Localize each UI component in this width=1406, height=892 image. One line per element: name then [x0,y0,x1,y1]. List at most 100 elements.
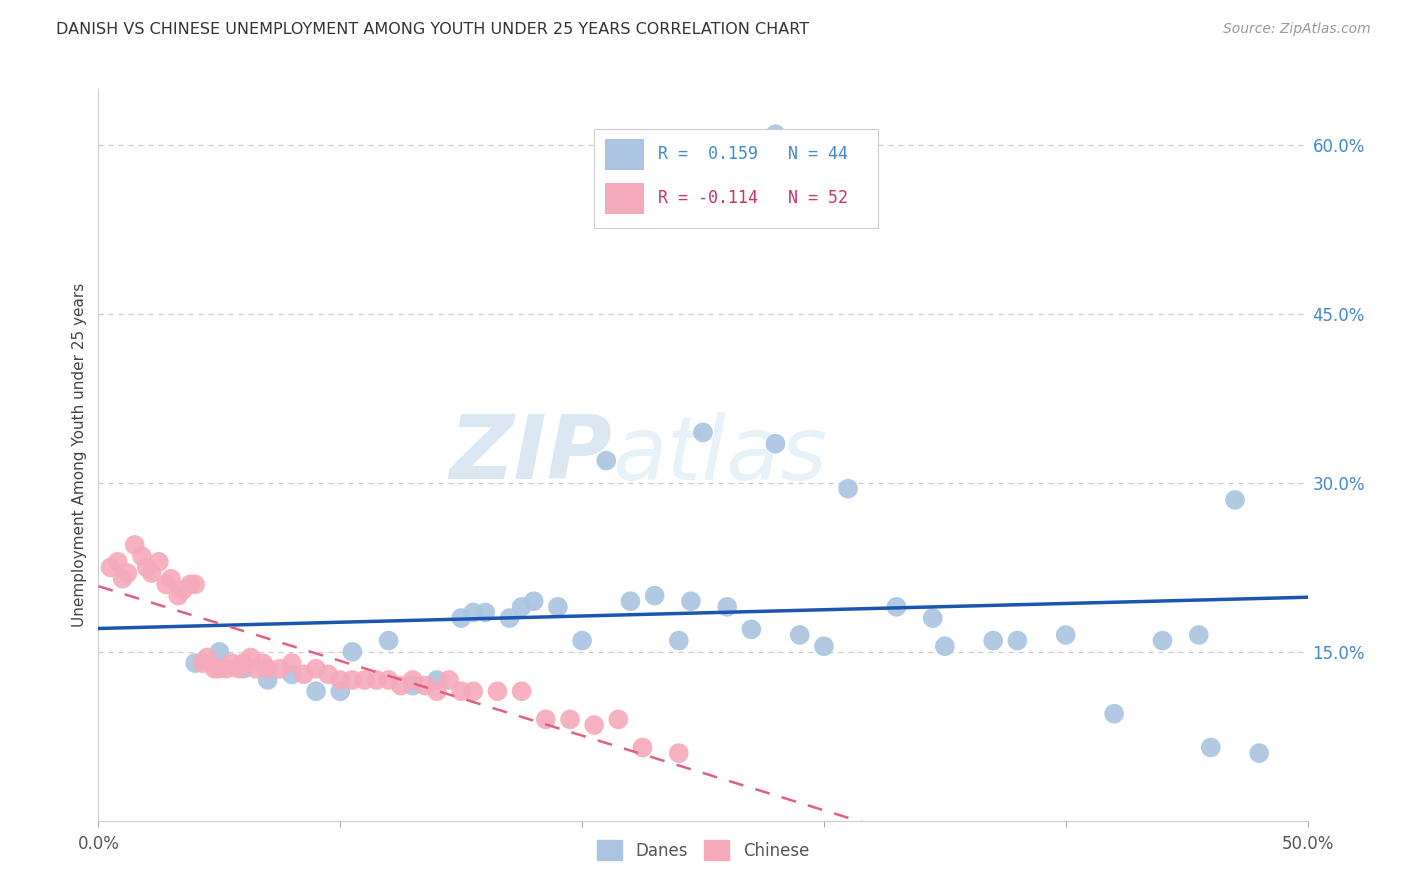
Point [111,572,134,586]
Point [740,623,762,637]
Point [353,673,375,687]
Point [100,560,122,574]
Point [413,679,436,693]
Point [571,633,593,648]
Point [595,453,617,467]
Point [510,684,533,698]
Point [534,712,557,726]
Text: atlas: atlas [613,412,827,498]
Point [631,740,654,755]
Point [377,673,399,687]
Point [281,667,304,681]
Point [1199,740,1222,755]
Point [644,589,666,603]
FancyBboxPatch shape [595,129,879,228]
Point [191,656,214,670]
Point [107,555,129,569]
Point [463,606,485,620]
Text: R =  0.159   N = 44: R = 0.159 N = 44 [658,145,848,162]
Point [498,611,520,625]
Point [305,684,328,698]
Point [256,673,278,687]
FancyBboxPatch shape [605,183,644,213]
Point [342,645,364,659]
Point [558,712,581,726]
Point [402,673,425,687]
Point [195,650,218,665]
FancyBboxPatch shape [605,139,644,169]
Text: ZIP: ZIP [450,411,613,499]
Point [184,656,207,670]
Point [1223,492,1246,507]
Point [1188,628,1211,642]
Point [204,662,226,676]
Point [789,628,811,642]
Point [305,662,328,676]
Point [167,589,190,603]
Point [437,673,460,687]
Y-axis label: Unemployment Among Youth under 25 years: Unemployment Among Youth under 25 years [72,283,87,627]
Point [292,667,315,681]
Point [426,673,449,687]
Point [474,606,496,620]
Point [389,679,412,693]
Point [921,611,943,625]
Point [426,684,449,698]
Point [124,538,146,552]
Point [510,599,533,614]
Point [329,673,352,687]
Point [160,572,183,586]
Point [141,566,163,580]
Point [256,662,278,676]
Point [155,577,177,591]
Point [1152,633,1174,648]
Point [221,656,243,670]
Point [269,662,291,676]
Point [981,633,1004,648]
Point [463,684,485,698]
Point [450,684,472,698]
Point [679,594,702,608]
Point [215,662,238,676]
Point [934,639,956,653]
Point [583,718,606,732]
Point [342,673,364,687]
Point [172,582,194,597]
Point [148,555,170,569]
Point [402,679,425,693]
Point [179,577,201,591]
Point [135,560,157,574]
Point [668,633,690,648]
Point [619,594,641,608]
Point [366,673,388,687]
Point [692,425,714,440]
Point [668,746,690,760]
Point [117,566,139,580]
Point [607,712,630,726]
Text: Source: ZipAtlas.com: Source: ZipAtlas.com [1223,22,1371,37]
Point [837,482,859,496]
Point [208,662,231,676]
Point [232,656,254,670]
Point [316,667,339,681]
Point [184,577,207,591]
Point [232,662,254,676]
Point [1007,633,1029,648]
Legend: Danes, Chinese: Danes, Chinese [591,833,815,867]
Point [281,656,304,670]
Point [377,633,399,648]
Point [1249,746,1271,760]
Point [245,662,267,676]
Point [208,645,231,659]
Point [765,127,787,141]
Text: DANISH VS CHINESE UNEMPLOYMENT AMONG YOUTH UNDER 25 YEARS CORRELATION CHART: DANISH VS CHINESE UNEMPLOYMENT AMONG YOU… [56,22,810,37]
Point [228,662,250,676]
Point [765,436,787,450]
Point [131,549,153,564]
Point [486,684,509,698]
Point [252,656,274,670]
Point [523,594,546,608]
Point [239,650,262,665]
Text: R = -0.114   N = 52: R = -0.114 N = 52 [658,189,848,207]
Point [886,599,908,614]
